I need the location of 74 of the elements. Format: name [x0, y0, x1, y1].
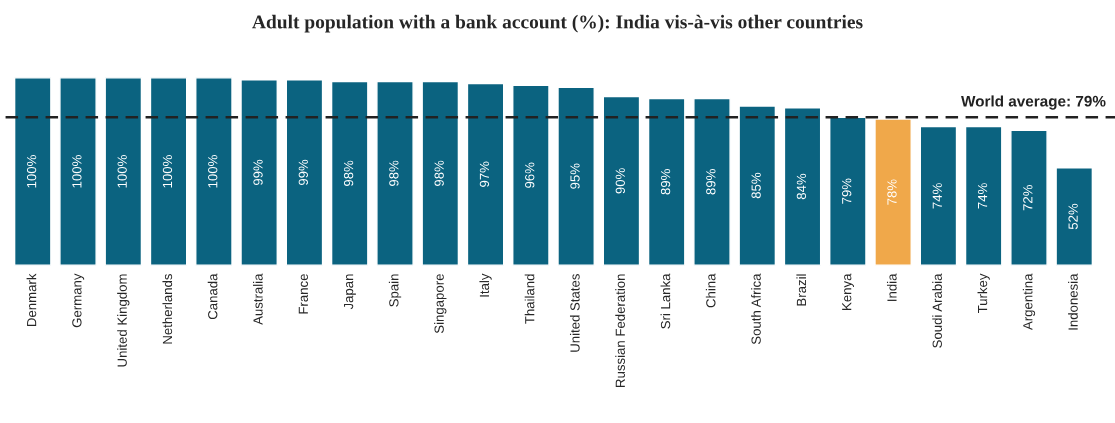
bar — [13, 77, 52, 266]
bar — [1055, 167, 1094, 266]
bar — [783, 107, 822, 266]
data-label: 84% — [796, 173, 807, 200]
x-tick-label: Australia — [253, 273, 263, 325]
bar — [376, 80, 414, 266]
data-label: 99% — [298, 159, 308, 186]
bar — [285, 79, 324, 266]
bar — [738, 105, 777, 266]
bar — [557, 86, 595, 266]
data-label: 85% — [751, 172, 761, 199]
x-tick-label: Denmark — [26, 273, 37, 326]
x-tick-label: France — [298, 274, 308, 314]
bar — [919, 125, 958, 266]
bar — [149, 77, 188, 266]
data-label: 89% — [660, 169, 671, 195]
bar — [104, 77, 143, 266]
x-tick-label: Indonesia — [1068, 273, 1078, 330]
data-label: 89% — [706, 169, 716, 195]
x-tick-label: Spain — [388, 274, 402, 307]
data-label: 100% — [72, 155, 82, 188]
data-label: 72% — [1023, 185, 1033, 211]
bar — [59, 77, 97, 266]
data-label: 52% — [1068, 203, 1078, 230]
x-tick-label: Brazil — [796, 274, 807, 306]
data-label: 98% — [389, 160, 399, 186]
chart-title: Adult population with a bank account (%): India vis-à-vis other countries — [252, 14, 863, 33]
data-label: 74% — [932, 183, 942, 209]
x-tick-label: Singapore — [434, 274, 447, 334]
x-tick-label: Italy — [479, 273, 492, 297]
x-tick-label: India — [886, 273, 897, 301]
bar — [466, 82, 505, 266]
x-tick-label: China — [705, 273, 716, 308]
bar — [874, 118, 912, 266]
x-tick-label: Argentina — [1022, 273, 1036, 331]
x-tick-label: Russian Federation — [615, 274, 625, 387]
x-tick-label: Soudi Arabia — [932, 273, 942, 348]
bar — [512, 84, 550, 266]
data-label: 78% — [887, 179, 897, 205]
data-label: 100% — [26, 155, 37, 188]
x-tick-label: Sri Lanka — [660, 273, 671, 329]
x-tick-label: Netherlands — [162, 274, 173, 344]
bar — [964, 125, 1003, 266]
bar — [330, 80, 369, 266]
x-tick-label: Kenya — [842, 273, 854, 310]
x-tick-label: Japan — [344, 274, 356, 310]
data-label: 100% — [208, 155, 218, 188]
x-tick-label: Canada — [207, 273, 218, 320]
x-tick-label: Germany — [72, 273, 85, 328]
data-label: 74% — [977, 183, 988, 209]
bar — [647, 97, 686, 266]
data-label: 100% — [162, 155, 173, 188]
data-label: 97% — [479, 161, 490, 187]
x-tick-label: United Kingdom — [117, 274, 130, 367]
bar — [240, 79, 278, 266]
data-label: 90% — [615, 168, 625, 194]
data-label: 96% — [525, 162, 535, 188]
bar — [421, 80, 460, 266]
x-tick-label: South Africa — [751, 273, 761, 345]
ref-line-label: World average: 79% — [961, 95, 1106, 110]
bar — [1010, 129, 1048, 266]
data-label: 99% — [253, 159, 263, 186]
data-label: 98% — [343, 160, 354, 186]
x-tick-label: United States — [569, 274, 580, 352]
bar — [693, 97, 731, 266]
x-tick-label: Thailand — [524, 274, 535, 324]
bar — [602, 95, 641, 266]
data-label: 95% — [570, 163, 580, 189]
data-label: 100% — [117, 155, 127, 188]
x-tick-label: Turkey — [977, 273, 990, 314]
data-label: 79% — [842, 178, 852, 204]
bar — [829, 116, 867, 266]
data-label: 98% — [434, 160, 444, 186]
bar — [195, 77, 233, 266]
